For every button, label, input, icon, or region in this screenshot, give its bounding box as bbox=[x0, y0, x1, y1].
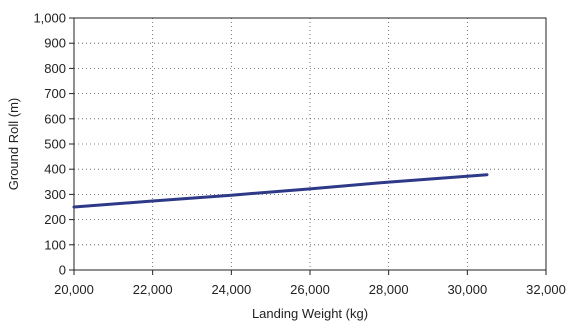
grid-layer bbox=[74, 18, 546, 270]
y-tick-label: 500 bbox=[44, 137, 66, 152]
tick-layer: 0 100 200 300 400 500 600 700 800 900 1,000 20,000 2… bbox=[33, 11, 565, 298]
y-tick-label: 300 bbox=[44, 187, 66, 202]
x-tick-label: 22,000 bbox=[133, 282, 173, 297]
y-tick-label: 600 bbox=[44, 111, 66, 126]
series-layer bbox=[72, 173, 489, 209]
y-axis-title: Ground Roll (m) bbox=[6, 98, 21, 190]
y-tick-label: 900 bbox=[44, 36, 66, 51]
x-tick-label: 20,000 bbox=[54, 282, 94, 297]
y-tick-label: 0 bbox=[59, 263, 66, 278]
y-tick-label: 800 bbox=[44, 61, 66, 76]
x-tick-label: 32,000 bbox=[526, 282, 566, 297]
x-axis-title: Landing Weight (kg) bbox=[252, 306, 368, 321]
x-tick-label: 30,000 bbox=[447, 282, 487, 297]
y-tick-label: 1,000 bbox=[33, 11, 66, 26]
x-tick-label: 26,000 bbox=[290, 282, 330, 297]
series-line bbox=[72, 173, 489, 209]
y-tick-label: 400 bbox=[44, 162, 66, 177]
x-tick-label: 24,000 bbox=[211, 282, 251, 297]
y-tick-label: 200 bbox=[44, 212, 66, 227]
y-tick-label: 700 bbox=[44, 86, 66, 101]
x-tick-label: 28,000 bbox=[369, 282, 409, 297]
y-tick-label: 100 bbox=[44, 237, 66, 252]
